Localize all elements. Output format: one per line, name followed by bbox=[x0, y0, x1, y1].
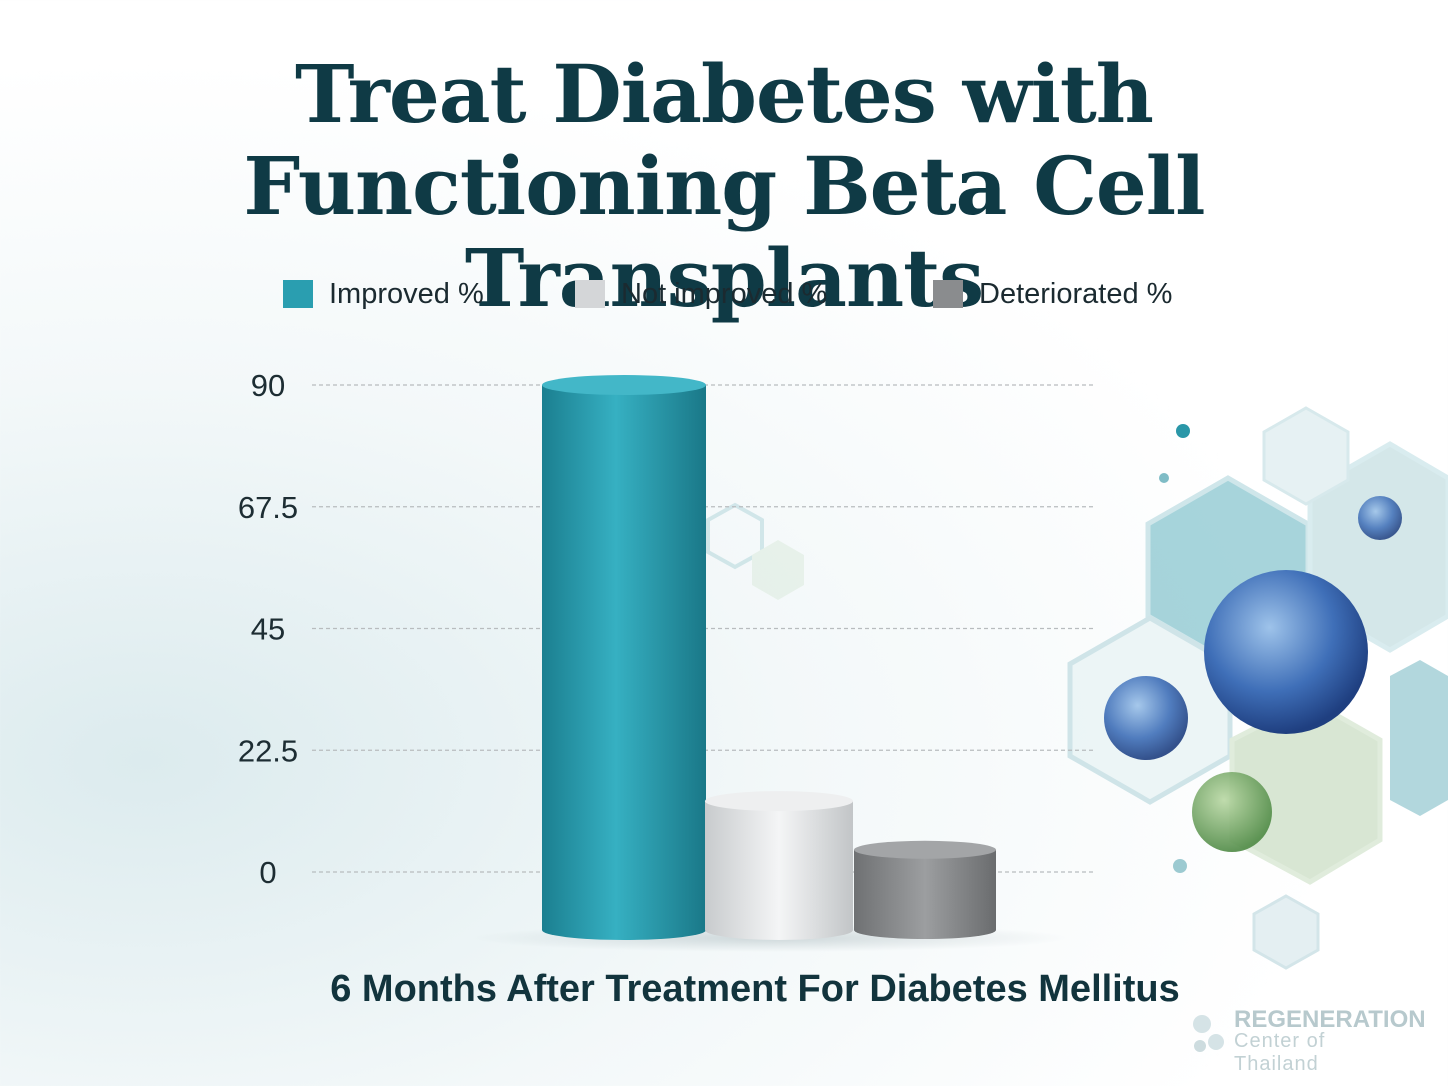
legend-swatch-deteriorated bbox=[933, 280, 963, 308]
watermark-hexagon-icon bbox=[706, 502, 804, 600]
brand-tagline: Center of Thailand bbox=[1234, 1030, 1326, 1075]
hexagon-cell-icon bbox=[1067, 406, 1448, 970]
legend-swatch-not-improved bbox=[575, 280, 605, 308]
bar-not-improved bbox=[705, 791, 853, 940]
brand-name: REGENERATION bbox=[1234, 1006, 1426, 1033]
bar-not-improved-body bbox=[705, 801, 853, 930]
title-line-1: Treat Diabetes with bbox=[295, 47, 1154, 141]
legend-swatch-improved bbox=[283, 280, 313, 308]
bars bbox=[470, 375, 1070, 952]
legend-item-deteriorated: Deteriorated % bbox=[933, 276, 1172, 312]
bar-not-improved-cap bbox=[705, 791, 853, 812]
bar-deteriorated-cap bbox=[854, 840, 996, 859]
legend-label-not-improved: Not improved % bbox=[621, 277, 828, 310]
page-title: Treat Diabetes with Functioning Beta Cel… bbox=[0, 48, 1448, 324]
chart-legend: Improved % Not improved % Deteriorated % bbox=[0, 276, 1448, 312]
legend-item-not-improved: Not improved % bbox=[575, 276, 827, 312]
y-tick-label: 67.5 bbox=[238, 490, 298, 525]
bar-deteriorated bbox=[854, 840, 996, 939]
legend-item-improved: Improved % bbox=[283, 276, 484, 312]
brand-logo-icon bbox=[1193, 1015, 1224, 1052]
y-axis-ticks: 0 22.5 45 67.5 90 bbox=[238, 368, 298, 890]
x-axis-label: 6 Months After Treatment For Diabetes Me… bbox=[330, 968, 1180, 1010]
y-tick-label: 90 bbox=[251, 368, 285, 403]
y-tick-label: 0 bbox=[259, 855, 276, 890]
title-line-2: Functioning Beta Cell Transplants bbox=[243, 139, 1205, 325]
bar-improved-body bbox=[542, 385, 706, 930]
bar-improved-cap bbox=[542, 375, 706, 395]
y-tick-label: 45 bbox=[251, 612, 285, 647]
bar-improved bbox=[542, 375, 706, 940]
y-tick-label: 22.5 bbox=[238, 733, 298, 768]
legend-label-deteriorated: Deteriorated % bbox=[979, 277, 1173, 310]
bar-deteriorated-body bbox=[854, 849, 996, 930]
legend-label-improved: Improved % bbox=[329, 277, 484, 310]
